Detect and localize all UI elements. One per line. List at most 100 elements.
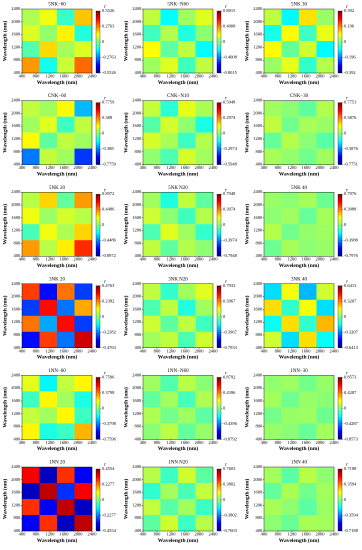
heat-cell — [281, 283, 300, 300]
heat-cell — [264, 41, 282, 58]
x-tick-label: 800 — [154, 440, 162, 445]
colorbar-tick-label: -0.3594 — [344, 513, 359, 518]
heat-cell — [143, 315, 161, 332]
heat-cell — [316, 192, 335, 209]
panel-title: 3NK N20 — [168, 277, 188, 282]
panel-title: 1NN N20 — [168, 461, 188, 466]
y-tick-label: 1200 — [132, 502, 142, 507]
heat-cell — [281, 208, 300, 225]
colorbar-tick-label: 0.2763 — [102, 24, 115, 29]
heat-cell — [74, 240, 93, 257]
heat-cell — [74, 208, 93, 225]
colorbar-tick-label: 0 — [102, 497, 105, 502]
heat-cell — [281, 331, 300, 348]
heat-cell — [57, 315, 75, 332]
x-tick-label: 1200 — [167, 257, 177, 262]
plot-frame — [21, 283, 93, 348]
plot-frame — [263, 375, 335, 440]
x-tick-label: 400 — [261, 532, 269, 537]
colorbar-tick-label: -0.4396 — [223, 421, 238, 426]
y-axis-label: Wavelength (nm) — [1, 479, 8, 520]
colorbar-tick-label: -0.3207 — [344, 329, 359, 334]
heat-cell — [39, 483, 58, 500]
plot-frame — [263, 100, 335, 165]
heat-cell — [316, 299, 335, 316]
y-tick-label: 1600 — [11, 123, 21, 128]
heat-cell — [195, 499, 214, 516]
colorbar-tick-label: 0 — [344, 497, 347, 502]
colorbar-tick-label: 0.3876 — [344, 115, 357, 120]
heat-cell — [316, 41, 335, 58]
heat-cell — [281, 116, 300, 133]
heat-cell — [160, 100, 179, 117]
x-tick-label: 2400 — [330, 165, 340, 170]
y-tick-label: 1200 — [253, 228, 263, 233]
y-tick-label: 2400 — [253, 6, 263, 11]
y-tick-label: 2000 — [11, 477, 21, 482]
heat-cell — [264, 9, 282, 26]
x-axis-label: Wavelength (nm) — [158, 262, 199, 269]
heat-cell — [281, 25, 300, 42]
x-tick-label: 2000 — [195, 165, 205, 170]
x-tick-label: 400 — [261, 348, 269, 353]
colorbar-tick-label: 0 — [344, 405, 347, 410]
heat-cell — [57, 391, 75, 408]
x-tick-label: 1600 — [181, 165, 191, 170]
x-axis-label: Wavelength (nm) — [37, 262, 78, 269]
x-tick-label: 400 — [140, 257, 148, 262]
y-tick-label: 800 — [255, 57, 263, 62]
heat-cell — [264, 116, 282, 133]
y-tick-label: 1200 — [132, 411, 142, 416]
y-tick-label: 400 — [134, 253, 142, 258]
colorbar-tick-label: -0.7759 — [102, 162, 117, 167]
colorbar-tick-label: 0 — [223, 222, 226, 227]
heat-cell — [22, 116, 40, 133]
heat-cell — [264, 423, 282, 440]
heat-cell — [160, 407, 179, 424]
heat-cell — [74, 57, 93, 74]
heat-cell — [281, 100, 300, 117]
y-tick-label: 800 — [134, 149, 142, 154]
heat-cell — [264, 208, 282, 225]
heat-cell — [195, 224, 214, 241]
heat-cell — [39, 100, 58, 117]
colorbar-tick-label: -0.7751 — [344, 162, 358, 167]
heat-cell — [195, 25, 214, 42]
colorbar-tick-label: 0.196 — [344, 24, 355, 29]
heat-cell — [299, 467, 317, 484]
heat-cell — [57, 515, 75, 532]
panel-title: 1NN−30 — [290, 369, 308, 374]
y-tick-label: 1600 — [253, 398, 263, 403]
y-tick-label: 400 — [255, 528, 263, 533]
heat-cell — [74, 148, 93, 165]
x-tick-label: 2000 — [316, 348, 326, 353]
heat-cell — [316, 423, 335, 440]
heat-cell — [39, 116, 58, 133]
heat-cell — [74, 483, 93, 500]
heat-cell — [39, 391, 58, 408]
heat-cell — [22, 299, 40, 316]
x-tick-label: 2000 — [316, 165, 326, 170]
heat-cell — [299, 283, 317, 300]
colorbar-tick-label: -0.8972 — [102, 253, 116, 258]
heat-cell — [281, 224, 300, 241]
heat-cell — [22, 515, 40, 532]
colorbar-tick-label: 0.3798 — [102, 390, 115, 395]
y-tick-label: 1200 — [132, 136, 142, 141]
heat-cell — [178, 57, 196, 74]
heat-cell — [281, 499, 300, 516]
x-axis-label: Wavelength (nm) — [37, 354, 78, 361]
heat-cell — [299, 299, 317, 316]
y-tick-label: 2000 — [253, 477, 263, 482]
y-tick-label: 800 — [134, 515, 142, 520]
x-tick-label: 800 — [154, 257, 162, 262]
heat-cell — [299, 208, 317, 225]
heat-cell — [143, 499, 161, 516]
x-tick-label: 1200 — [167, 532, 177, 537]
colorbar-tick-label: 0 — [102, 405, 105, 410]
x-tick-label: 2000 — [74, 165, 84, 170]
x-tick-label: 1200 — [167, 74, 177, 79]
colorbar — [95, 102, 101, 165]
y-tick-label: 400 — [134, 436, 142, 441]
heat-cell — [160, 25, 179, 42]
